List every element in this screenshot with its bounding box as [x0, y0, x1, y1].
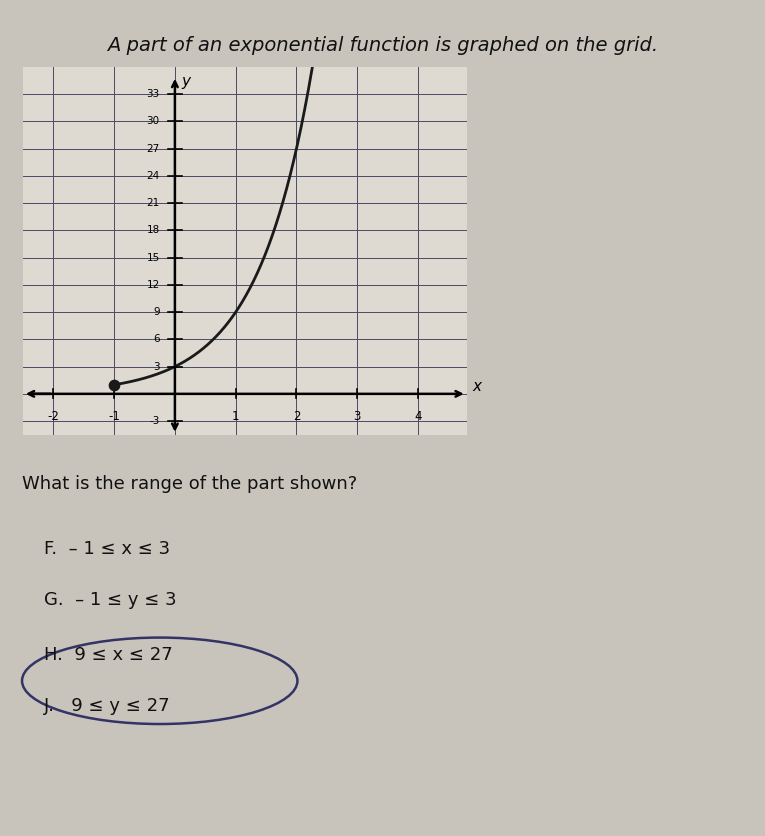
Text: 6: 6 — [153, 334, 160, 344]
Text: 12: 12 — [146, 280, 160, 290]
Text: 15: 15 — [146, 252, 160, 263]
Text: 3: 3 — [153, 362, 160, 371]
Text: -3: -3 — [149, 416, 160, 426]
Text: 27: 27 — [146, 144, 160, 154]
Text: What is the range of the part shown?: What is the range of the part shown? — [22, 475, 357, 492]
Text: -2: -2 — [47, 410, 59, 423]
Text: J.   9 ≤ y ≤ 27: J. 9 ≤ y ≤ 27 — [44, 697, 171, 716]
Text: -1: -1 — [108, 410, 120, 423]
Text: x: x — [473, 379, 482, 394]
Text: 33: 33 — [146, 89, 160, 99]
Text: G.  – 1 ≤ y ≤ 3: G. – 1 ≤ y ≤ 3 — [44, 591, 177, 609]
Text: F.  – 1 ≤ x ≤ 3: F. – 1 ≤ x ≤ 3 — [44, 540, 170, 558]
Text: 24: 24 — [146, 171, 160, 181]
Text: 30: 30 — [147, 116, 160, 126]
Text: 1: 1 — [232, 410, 239, 423]
Text: 4: 4 — [415, 410, 422, 423]
Text: 18: 18 — [146, 226, 160, 236]
Text: y: y — [181, 74, 190, 89]
Text: H.  9 ≤ x ≤ 27: H. 9 ≤ x ≤ 27 — [44, 646, 173, 665]
Text: 9: 9 — [153, 307, 160, 317]
Text: 2: 2 — [293, 410, 300, 423]
Text: 3: 3 — [353, 410, 361, 423]
Point — [108, 378, 120, 391]
Text: 21: 21 — [146, 198, 160, 208]
Text: A part of an exponential function is graphed on the grid.: A part of an exponential function is gra… — [107, 37, 658, 55]
